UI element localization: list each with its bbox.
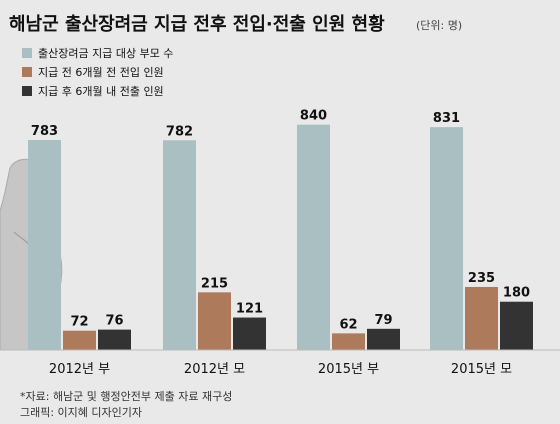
data-label: 79 bbox=[374, 313, 392, 328]
x-tick-label: 2012년 모 bbox=[184, 362, 245, 377]
bar bbox=[297, 124, 330, 350]
value-labels-group: 783 72 76 782 215 121 840 62 79 831 235 180 bbox=[31, 109, 530, 333]
data-label: 235 bbox=[468, 271, 495, 286]
data-label: 72 bbox=[70, 315, 88, 330]
chart-title: 해남군 출산장려금 지급 전후 전입·전출 인원 현황 bbox=[9, 13, 385, 35]
legend-label: 출산장려금 지급 대상 부모 수 bbox=[38, 47, 173, 60]
legend-swatch bbox=[22, 86, 32, 96]
legend-label: 지급 전 6개월 전 전입 인원 bbox=[38, 66, 164, 79]
bar bbox=[233, 317, 266, 350]
x-tick-label: 2012년 부 bbox=[49, 362, 110, 377]
source-note: *자료: 해남군 및 행정안전부 제출 자료 재구성 bbox=[20, 389, 232, 403]
unit-note: (단위: 명) bbox=[416, 19, 462, 32]
data-label: 62 bbox=[339, 317, 357, 332]
bar bbox=[98, 329, 131, 350]
bar bbox=[367, 328, 400, 350]
bar bbox=[500, 301, 533, 350]
x-tick-label: 2015년 부 bbox=[318, 362, 379, 377]
bar bbox=[430, 127, 463, 350]
data-label: 782 bbox=[166, 124, 193, 139]
x-axis-labels: 2012년 부 2012년 모 2015년 부 2015년 모 bbox=[49, 362, 512, 377]
data-label: 76 bbox=[105, 314, 123, 329]
bars-group bbox=[28, 124, 533, 350]
data-label: 783 bbox=[31, 124, 58, 139]
legend-swatch bbox=[22, 48, 32, 58]
bar bbox=[332, 333, 365, 350]
legend-swatch bbox=[22, 67, 32, 77]
data-label: 180 bbox=[503, 286, 530, 301]
data-label: 215 bbox=[201, 276, 228, 291]
legend-label: 지급 후 6개월 내 전출 인원 bbox=[38, 85, 164, 98]
data-label: 840 bbox=[300, 109, 327, 124]
bar bbox=[28, 140, 61, 350]
bar bbox=[198, 292, 231, 350]
data-label: 831 bbox=[433, 111, 460, 126]
bar bbox=[465, 286, 498, 350]
bar bbox=[163, 140, 196, 350]
data-label: 121 bbox=[236, 302, 263, 317]
bar bbox=[63, 330, 96, 350]
credit-note: 그래픽: 이지혜 디자인기자 bbox=[20, 406, 142, 419]
x-tick-label: 2015년 모 bbox=[451, 362, 512, 377]
